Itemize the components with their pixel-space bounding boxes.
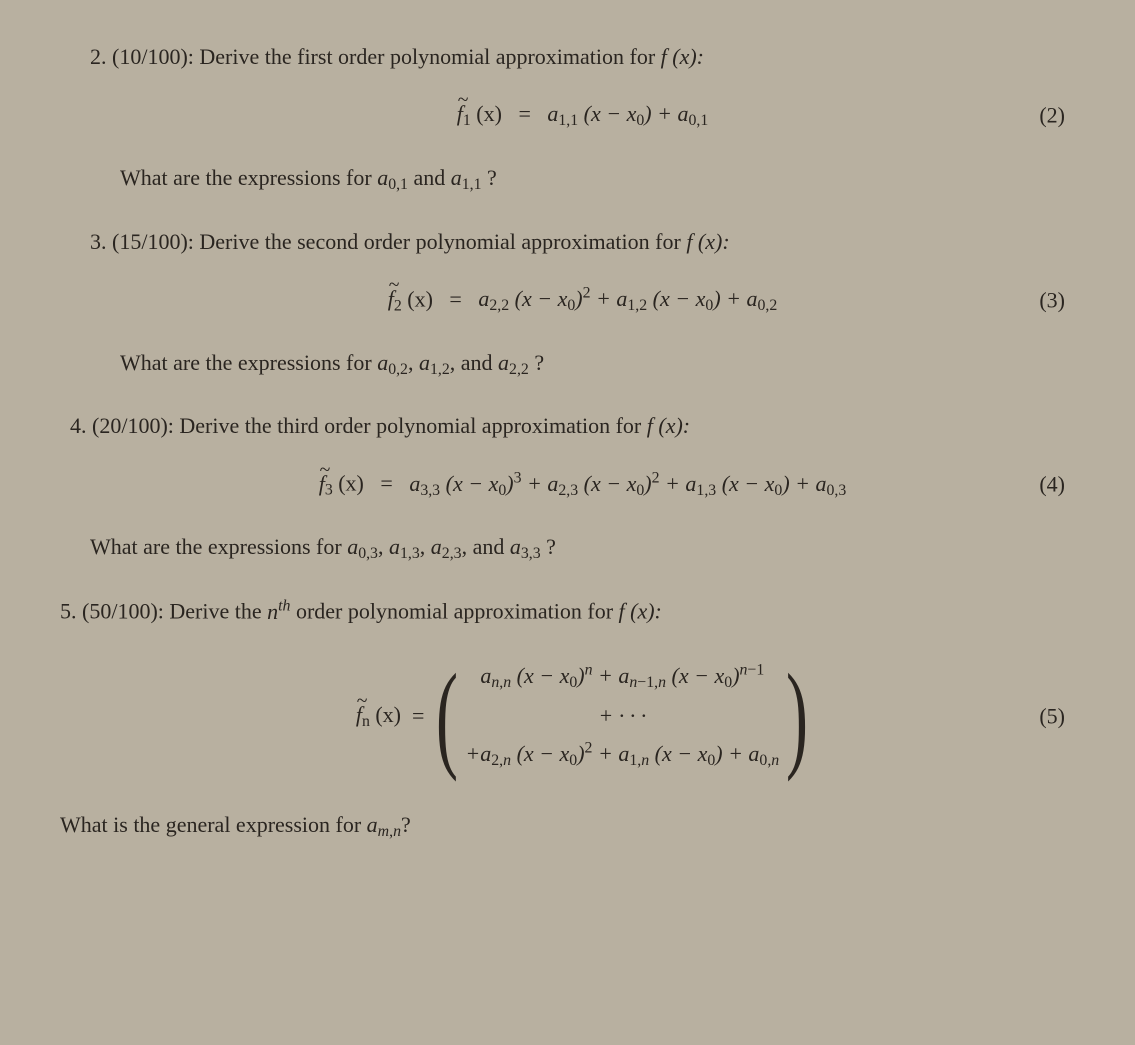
followup-text: What are the expressions for (90, 534, 347, 559)
rhs: a1,1 (x − x0) + a0,1 (547, 101, 708, 126)
f-tilde: f (319, 467, 325, 500)
problem-3-prompt: 3. (15/100): Derive the second order pol… (90, 225, 1075, 258)
qmark: ? (487, 165, 497, 190)
problem-3: 3. (15/100): Derive the second order pol… (90, 225, 1075, 382)
coef: a1,2 (419, 350, 450, 375)
item-number: 5. (60, 599, 77, 624)
coef: a0,1 (377, 165, 408, 190)
problem-5-followup: What is the general expression for am,n? (60, 808, 1075, 844)
and-text: and (413, 165, 450, 190)
fx-symbol: f (x): (619, 599, 662, 624)
nth-symbol: nth (267, 599, 290, 624)
problem-3-followup: What are the expressions for a0,2, a1,2,… (120, 346, 1075, 382)
equation-5-body: fn (x) = ( an,n (x − x0)n + an−1,n (x − … (356, 653, 809, 778)
sep: , (420, 534, 431, 559)
qmark: ? (401, 812, 411, 837)
rhs: a3,3 (x − x0)3 + a2,3 (x − x0)2 + a1,3 (… (409, 471, 846, 496)
coef: a2,2 (498, 350, 529, 375)
rhs-row-2: + · · · (598, 697, 646, 734)
prompt-text-a: Derive the (169, 599, 267, 624)
equation-number: (2) (1039, 99, 1065, 132)
followup-text: What are the expressions for (120, 165, 377, 190)
item-number: 3. (90, 229, 107, 254)
equation-5: fn (x) = ( an,n (x − x0)n + an−1,n (x − … (90, 646, 1075, 786)
equation-number: (5) (1039, 699, 1065, 732)
coef: a2,3 (431, 534, 462, 559)
right-paren: ) (786, 668, 808, 764)
qmark: ? (534, 350, 544, 375)
problem-4: 4. (20/100): Derive the third order poly… (90, 409, 1075, 566)
coef: a0,2 (377, 350, 408, 375)
f-tilde: f (457, 97, 463, 130)
item-number: 4. (70, 413, 87, 438)
fx-symbol: f (x): (686, 229, 729, 254)
prompt-text: Derive the first order polynomial approx… (199, 44, 660, 69)
coef: a1,1 (451, 165, 482, 190)
coef: a3,3 (510, 534, 541, 559)
equals: = (401, 699, 435, 732)
followup-text: What are the expressions for (120, 350, 377, 375)
equals: = (369, 471, 403, 496)
sep: , and (462, 534, 510, 559)
x-arg: (x) (402, 286, 433, 311)
equation-3: f2 (x) = a2,2 (x − x0)2 + a1,2 (x − x0) … (90, 276, 1075, 324)
prompt-text: Derive the second order polynomial appro… (199, 229, 686, 254)
left-paren: ( (436, 668, 458, 764)
prompt-text: Derive the third order polynomial approx… (179, 413, 646, 438)
problem-2-prompt: 2. (10/100): Derive the first order poly… (90, 40, 1075, 73)
coef: am,n (367, 812, 401, 837)
f-tilde: f (388, 282, 394, 315)
x-arg: (x) (471, 101, 502, 126)
x-arg: (x) (333, 471, 364, 496)
prompt-text-b: order polynomial approximation for (296, 599, 619, 624)
sep: , (378, 534, 389, 559)
problem-2-followup: What are the expressions for a0,1 and a1… (120, 161, 1075, 197)
coef: a0,3 (347, 534, 378, 559)
sep: , and (450, 350, 498, 375)
followup-text: What is the general expression for (60, 812, 367, 837)
equation-3-body: f2 (x) = a2,2 (x − x0)2 + a1,2 (x − x0) … (388, 282, 778, 318)
fx-symbol: f (x): (661, 44, 704, 69)
equation-2-body: f1 (x) = a1,1 (x − x0) + a0,1 (457, 97, 709, 133)
equation-number: (3) (1039, 283, 1065, 316)
multiline-rhs: an,n (x − x0)n + an−1,n (x − x0)n−1 + · … (459, 653, 785, 778)
qmark: ? (546, 534, 556, 559)
item-number: 2. (90, 44, 107, 69)
x-arg: (x) (370, 702, 401, 727)
equals: = (438, 286, 472, 311)
points-label: (10/100): (112, 44, 194, 69)
equation-4-body: f3 (x) = a3,3 (x − x0)3 + a2,3 (x − x0)2… (319, 466, 847, 502)
sep: , (408, 350, 419, 375)
problem-4-prompt: 4. (20/100): Derive the third order poly… (70, 409, 1075, 442)
page: 2. (10/100): Derive the first order poly… (0, 0, 1135, 912)
big-paren-group: ( an,n (x − x0)n + an−1,n (x − x0)n−1 + … (435, 653, 809, 778)
problem-5-prompt: 5. (50/100): Derive the nth order polyno… (60, 594, 1075, 628)
coef: a1,3 (389, 534, 420, 559)
fx-symbol: f (x): (647, 413, 690, 438)
points-label: (50/100): (82, 599, 164, 624)
equals: = (507, 101, 541, 126)
problem-4-followup: What are the expressions for a0,3, a1,3,… (90, 530, 1075, 566)
rhs: a2,2 (x − x0)2 + a1,2 (x − x0) + a0,2 (478, 286, 777, 311)
equation-2: f1 (x) = a1,1 (x − x0) + a0,1 (2) (90, 91, 1075, 139)
equation-number: (4) (1039, 468, 1065, 501)
problem-5: 5. (50/100): Derive the nth order polyno… (90, 594, 1075, 843)
f-tilde: f (356, 698, 362, 731)
points-label: (15/100): (112, 229, 194, 254)
lhs: fn (x) (356, 698, 401, 734)
rhs-row-1: an,n (x − x0)n + an−1,n (x − x0)n−1 (480, 657, 764, 697)
equation-4: f3 (x) = a3,3 (x − x0)3 + a2,3 (x − x0)2… (90, 460, 1075, 508)
rhs-row-3: +a2,n (x − x0)2 + a1,n (x − x0) + a0,n (465, 735, 779, 775)
points-label: (20/100): (92, 413, 174, 438)
problem-2: 2. (10/100): Derive the first order poly… (90, 40, 1075, 197)
